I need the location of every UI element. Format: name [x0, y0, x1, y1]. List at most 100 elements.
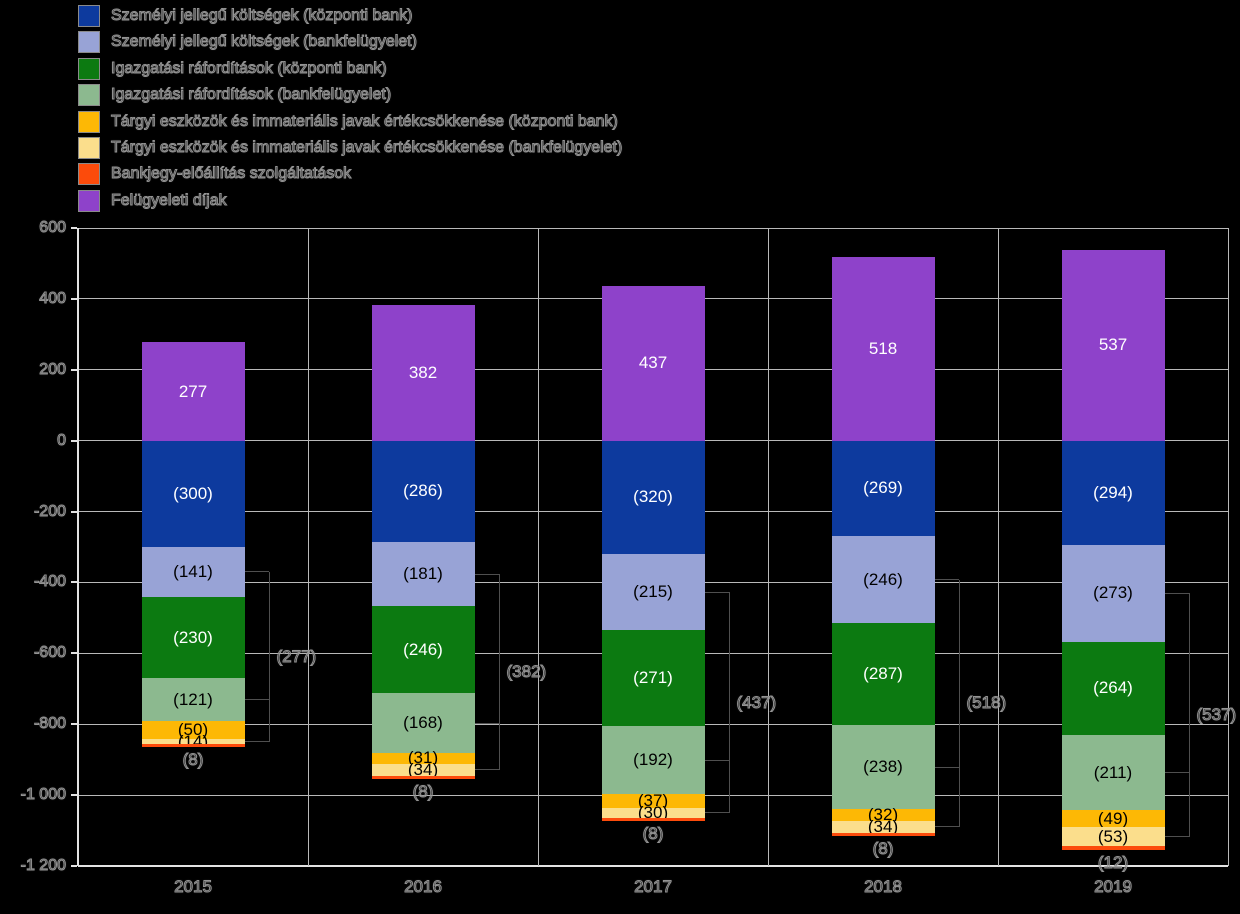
bar-value-label: (300) — [173, 483, 213, 503]
bar-value-label: (53) — [1097, 826, 1129, 846]
legend-item-depreciation-supervision: Tárgyi eszközök és immateriális javak ér… — [78, 137, 623, 159]
bar-value-label: (246) — [863, 569, 903, 589]
bracket-connector — [244, 571, 269, 573]
bracket-connector — [704, 591, 729, 593]
y-axis-label: -800 — [33, 715, 66, 733]
legend-label: Személyi jellegű költségek (bankfelügyel… — [111, 33, 418, 51]
gridline-v — [1227, 228, 1229, 866]
bar-value-label: (230) — [173, 627, 213, 647]
banknote-production-swatch-icon — [78, 163, 100, 186]
legend: Személyi jellegű költségek (központi ban… — [0, 0, 1240, 214]
gridline-v — [307, 228, 309, 866]
x-axis-label-2015: 2015 — [174, 877, 213, 897]
y-axis-label: -600 — [33, 644, 66, 662]
depreciation-central-swatch-icon — [78, 110, 100, 133]
bar-value-label: (215) — [633, 582, 673, 602]
y-axis-tick — [71, 723, 77, 726]
y-axis-tick — [71, 297, 77, 300]
bracket-vertical — [1188, 593, 1190, 837]
y-axis-label: -400 — [33, 573, 66, 591]
bracket-total-label: (437) — [736, 692, 777, 712]
bar-value-label: (49) — [1097, 808, 1129, 828]
legend-item-banknote-production: Bankjegy-előállítás szolgáltatások — [78, 163, 352, 186]
bracket-vertical — [728, 592, 730, 813]
segment-depreciation-supervision-2016: (34) — [371, 760, 475, 779]
bar-value-label: (269) — [863, 478, 903, 498]
legend-item-depreciation-central: Tárgyi eszközök és immateriális javak ér… — [78, 110, 618, 133]
bar-value-label-below: (8) — [412, 781, 434, 801]
y-axis-spine — [77, 228, 79, 866]
bar-value-label: (271) — [633, 668, 673, 688]
personnel-central-swatch-icon — [78, 5, 100, 27]
y-axis-tick — [71, 794, 77, 797]
bar-value-label: (320) — [633, 487, 673, 507]
segment-depreciation-supervision-2018: (34) — [831, 817, 935, 836]
bracket-total-label: (277) — [276, 646, 317, 666]
legend-label: Tárgyi eszközök és immateriális javak ér… — [110, 139, 623, 157]
admin-central-swatch-icon — [78, 57, 100, 80]
segment-supervisory-fees-2015: 277 — [141, 342, 245, 441]
bar-value-label: (50) — [177, 720, 209, 740]
segment-depreciation-supervision-2017: (30) — [601, 803, 705, 822]
bracket-connector — [934, 826, 959, 828]
bar-value-label: 537 — [1098, 335, 1128, 355]
x-axis-label-2019: 2019 — [1094, 877, 1133, 897]
segment-personnel-central-2015: (300) — [141, 440, 245, 547]
bar-value-label: (294) — [1093, 482, 1133, 502]
segment-personnel-supervision-2015: (141) — [141, 547, 245, 597]
depreciation-supervision-swatch-icon — [78, 137, 100, 159]
y-axis-label: 0 — [57, 431, 67, 449]
y-axis-label: -1 000 — [20, 786, 66, 804]
bar-value-label: (273) — [1093, 583, 1133, 603]
segment-admin-supervision-2017: (192) — [601, 726, 705, 795]
segment-banknote-production-2019 — [1061, 846, 1165, 851]
segment-supervisory-fees-2019: 537 — [1061, 250, 1165, 441]
x-axis-label-2017: 2017 — [634, 877, 673, 897]
y-axis-label: 200 — [39, 360, 67, 378]
bracket-vertical — [498, 574, 500, 770]
legend-label: Igazgatási ráfordítások (központi bank) — [111, 59, 388, 77]
bracket-total-label: (382) — [506, 662, 547, 682]
y-axis-label: 400 — [39, 289, 67, 307]
bar-value-label: (31) — [407, 748, 439, 768]
segment-admin-supervision-2015: (121) — [141, 678, 245, 722]
segment-personnel-supervision-2016: (181) — [371, 542, 475, 607]
bar-value-label: (14) — [177, 731, 209, 751]
bar-value-label: (34) — [867, 816, 899, 836]
legend-item-admin-central: Igazgatási ráfordítások (központi bank) — [78, 57, 388, 80]
gridline-v — [537, 228, 539, 866]
y-axis-tick — [71, 865, 77, 867]
bracket-connector — [474, 769, 499, 771]
segment-depreciation-central-2015: (50) — [141, 720, 245, 740]
segment-depreciation-central-2019: (49) — [1061, 808, 1165, 828]
segment-personnel-central-2017: (320) — [601, 440, 705, 555]
bar-value-label: (181) — [403, 564, 443, 584]
x-axis-label-2018: 2018 — [864, 877, 903, 897]
bracket-connector — [1164, 772, 1189, 774]
gridline-v — [997, 228, 999, 866]
gridline-h — [78, 227, 1228, 229]
y-axis-tick — [71, 368, 77, 371]
segment-personnel-central-2019: (294) — [1061, 440, 1165, 545]
legend-item-personnel-supervision: Személyi jellegű költségek (bankfelügyel… — [78, 31, 418, 54]
segment-supervisory-fees-2016: 382 — [371, 305, 475, 441]
bracket-connector — [704, 812, 729, 814]
bar-value-label: 382 — [408, 362, 438, 382]
segment-supervisory-fees-2018: 518 — [831, 257, 935, 441]
y-axis-tick — [71, 439, 77, 442]
segment-personnel-supervision-2018: (246) — [831, 536, 935, 624]
bar-value-label: 437 — [638, 353, 668, 373]
bar-value-label: (192) — [633, 750, 673, 770]
admin-supervision-swatch-icon — [78, 84, 100, 107]
bracket-connector — [1164, 592, 1189, 594]
bar-value-label: (246) — [403, 639, 443, 659]
legend-item-supervisory-fees: Felügyeleti díjak — [78, 189, 227, 212]
bar-value-label: (211) — [1093, 762, 1133, 782]
segment-depreciation-central-2017: (37) — [601, 791, 705, 810]
bracket-connector — [474, 573, 499, 575]
bracket-connector — [934, 579, 959, 581]
bar-value-label: (30) — [637, 802, 669, 822]
gridline-v — [767, 228, 769, 866]
